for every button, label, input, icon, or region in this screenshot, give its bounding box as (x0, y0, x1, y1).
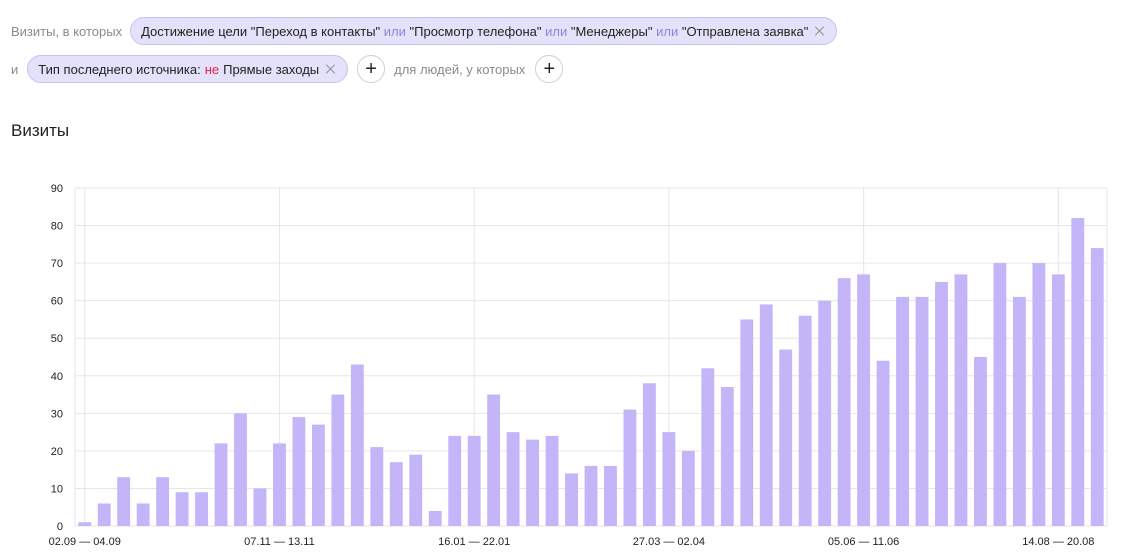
y-tick-label: 10 (51, 483, 63, 495)
bar (1090, 248, 1104, 526)
bar (311, 424, 325, 526)
bar (798, 315, 812, 526)
bar (1051, 274, 1065, 526)
goal-filter-text: Достижение цели "Переход в контакты" или… (141, 24, 808, 39)
add-condition-button[interactable]: + (357, 55, 386, 83)
people-filter-label: для людей, у которых (394, 61, 526, 77)
goal-name: Достижение цели "Переход в контакты" (141, 23, 381, 39)
bar (642, 383, 656, 526)
bar (604, 465, 617, 526)
bar (331, 394, 345, 526)
bar (857, 274, 871, 526)
y-tick-label: 60 (51, 296, 63, 308)
bar (1012, 296, 1026, 526)
x-tick-label: 14.08 — 20.08 (1022, 536, 1094, 548)
goal-filter-chip[interactable]: Достижение цели "Переход в контакты" или… (130, 17, 838, 45)
and-label: и (11, 61, 19, 77)
y-tick-label: 90 (51, 183, 63, 195)
bar (1032, 263, 1046, 526)
goal-name: "Отправлена заявка" (681, 23, 809, 39)
bar (136, 503, 150, 526)
or-operator: или (380, 23, 410, 39)
bar (428, 510, 442, 526)
close-icon[interactable] (814, 25, 826, 37)
bar (954, 274, 968, 526)
bar (195, 492, 208, 526)
bar (350, 364, 364, 526)
bar (117, 477, 131, 526)
y-tick-label: 70 (51, 258, 63, 270)
bar (409, 454, 423, 526)
bar (662, 432, 676, 526)
bar (467, 435, 481, 526)
bar (97, 503, 111, 526)
bar (526, 439, 540, 526)
bar (448, 435, 462, 526)
bar (993, 263, 1007, 526)
y-tick-label: 20 (51, 446, 63, 458)
source-filter-value: Прямые заходы (223, 61, 320, 77)
x-tick-label: 07.11 — 13.11 (244, 536, 315, 548)
visits-filter-prefix: Визиты, в которых (11, 23, 123, 39)
bar (837, 278, 851, 526)
bar (818, 300, 832, 526)
goal-name: "Менеджеры" (570, 23, 653, 39)
y-tick-label: 30 (51, 408, 63, 420)
bar (584, 465, 598, 526)
add-people-condition-button[interactable]: + (535, 55, 564, 83)
y-tick-label: 0 (57, 521, 63, 533)
bar (876, 360, 890, 526)
x-tick-label: 27.03 — 02.04 (633, 536, 705, 548)
bar (759, 304, 773, 526)
bar (701, 368, 715, 526)
y-tick-label: 40 (51, 371, 63, 383)
bar (1071, 218, 1085, 527)
source-filter-chip[interactable]: Тип последнего источника: не Прямые захо… (27, 55, 349, 83)
filter-row-visits: Визиты, в которых Достижение цели "Перех… (11, 17, 838, 45)
source-filter-label: Тип последнего источника: (38, 61, 201, 77)
bar (156, 477, 170, 526)
bar (915, 296, 929, 526)
or-operator: или (541, 23, 571, 39)
close-icon[interactable] (325, 63, 337, 75)
bar (896, 296, 909, 526)
or-operator: или (652, 23, 682, 39)
bar (565, 473, 578, 526)
bar (974, 357, 987, 526)
y-tick-label: 50 (51, 333, 63, 345)
y-tick-label: 80 (51, 221, 63, 233)
bar (779, 349, 793, 526)
negation-label: не (204, 61, 220, 77)
x-tick-label: 02.09 — 04.09 (49, 536, 121, 548)
bar (273, 443, 286, 526)
bar (214, 443, 228, 526)
bar (740, 319, 754, 526)
bar (545, 435, 559, 526)
x-tick-label: 16.01 — 22.01 (438, 536, 510, 548)
visits-bar-chart: 0 10 20 30 40 50 60 70 80 90 02.09 — 04.09 07.11 — … (49, 183, 1108, 548)
bar (720, 387, 734, 526)
goal-name: "Просмотр телефона" (409, 23, 542, 39)
bar (292, 417, 306, 526)
bar (253, 488, 267, 526)
x-tick-label: 05.06 — 11.06 (828, 536, 899, 548)
bar (681, 450, 695, 526)
filter-row-source: и Тип последнего источника: не Прямые за… (11, 55, 564, 83)
bar (623, 409, 637, 526)
bar (234, 413, 247, 526)
bar (370, 447, 384, 526)
bar (389, 462, 403, 526)
page-title: Визиты (11, 121, 70, 140)
bar (175, 492, 189, 526)
bar (78, 522, 92, 526)
bar (935, 281, 948, 526)
bar (506, 432, 520, 526)
bar (487, 394, 501, 526)
